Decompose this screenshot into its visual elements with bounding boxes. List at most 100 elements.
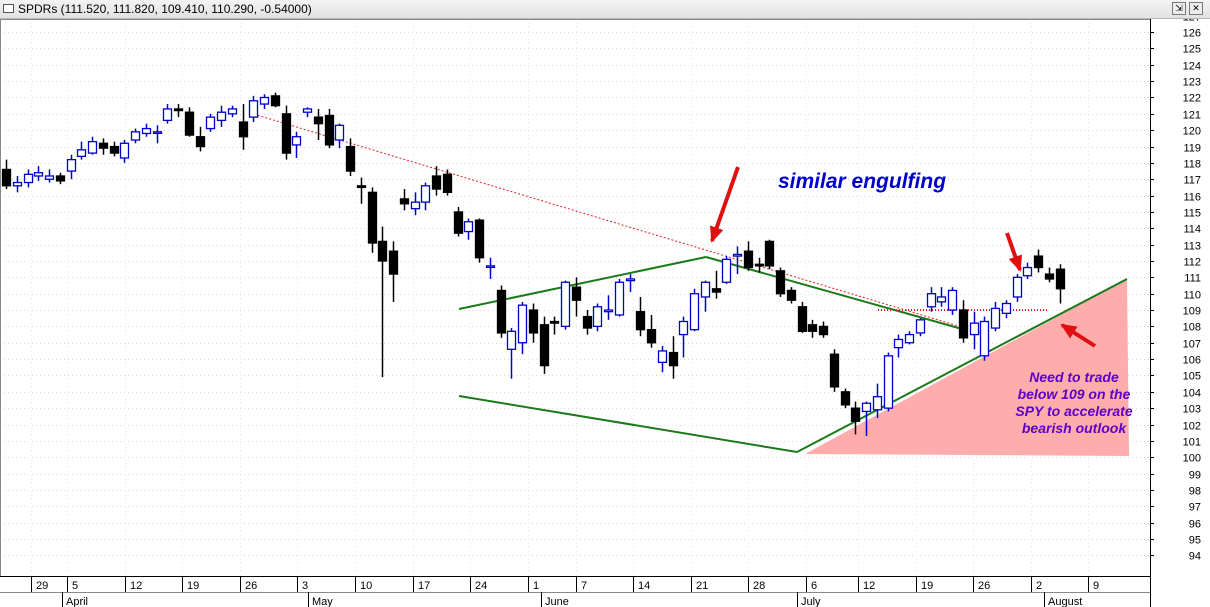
x-tick-label: 2 — [1036, 580, 1042, 592]
arrow-recent-candle-head — [1008, 254, 1022, 272]
bearish-zone-triangle — [805, 279, 1129, 456]
y-tick-label: 125 — [1183, 44, 1201, 56]
annotation-outlook-line-2: below 109 on the — [1018, 386, 1131, 402]
candle-body — [754, 263, 765, 267]
candle-body — [291, 136, 302, 146]
candle-body — [1022, 266, 1033, 277]
y-tick-label: 126 — [1183, 28, 1201, 40]
candle-body — [66, 158, 77, 172]
y-tick-label: 113 — [1183, 241, 1201, 253]
candle-body — [635, 311, 646, 331]
candle-body — [485, 265, 496, 269]
y-tick-label: 108 — [1183, 322, 1201, 334]
candle-body — [979, 320, 990, 357]
y-tick-label: 112 — [1183, 257, 1201, 269]
candle-body — [356, 185, 367, 189]
candle-body — [807, 324, 818, 332]
candle-body — [173, 108, 184, 112]
x-tick-label: 7 — [581, 580, 587, 592]
candle-body — [410, 201, 421, 210]
candle-body — [216, 111, 227, 122]
candle-body — [549, 320, 560, 324]
candle-body — [98, 142, 109, 149]
window-title: SPDRs (111.520, 111.820, 109.410, 110.29… — [18, 2, 312, 16]
x-tick-label: 26 — [245, 580, 257, 592]
y-tick-label: 101 — [1183, 437, 1201, 449]
candle-body — [1044, 273, 1055, 280]
candle-body — [571, 286, 582, 301]
candle-body — [528, 309, 539, 334]
x-tick-label: 24 — [475, 580, 487, 592]
candle-body — [646, 329, 657, 344]
month-label: April — [66, 596, 88, 607]
candle-body — [904, 333, 915, 344]
annotations: similar engulfing Need to trade below 10… — [778, 170, 1133, 436]
arrows — [710, 166, 1097, 348]
x-tick-label: 29 — [36, 580, 48, 592]
candle-body — [227, 108, 238, 115]
y-tick-label: 103 — [1183, 404, 1201, 416]
rising-support-line — [796, 278, 1128, 453]
month-label: May — [312, 596, 333, 607]
restore-button[interactable]: ⇲ — [1172, 2, 1186, 15]
y-tick-label: 111 — [1184, 273, 1201, 285]
candle-body — [12, 181, 23, 187]
candle-body — [33, 172, 44, 177]
candle-body — [238, 121, 249, 138]
y-tick-label: 104 — [1183, 388, 1201, 400]
y-tick-label: 118 — [1183, 159, 1201, 171]
annotation-similar-engulfing: similar engulfing — [778, 170, 946, 193]
candle-body — [582, 315, 593, 329]
candle-body — [453, 211, 464, 234]
candle-body — [958, 309, 969, 339]
candle-body — [797, 306, 808, 332]
y-tick-label: 102 — [1183, 421, 1201, 433]
y-tick-label: 99 — [1189, 470, 1201, 482]
candle-body — [334, 124, 345, 141]
candle-body — [313, 116, 324, 125]
y-tick-label: 109 — [1183, 306, 1201, 318]
y-tick-label: 121 — [1183, 110, 1201, 122]
x-tick-label: 17 — [418, 580, 430, 592]
candle-body — [399, 198, 410, 205]
candle-body — [76, 149, 87, 158]
candle-body — [775, 270, 786, 295]
close-button[interactable]: ✕ — [1189, 2, 1203, 15]
axes: 9495969798991001011021031041051061071081… — [0, 12, 1201, 607]
candle-body — [270, 95, 281, 107]
y-tick-label: 120 — [1183, 126, 1201, 138]
y-tick-label: 105 — [1183, 371, 1201, 383]
y-tick-label: 94 — [1189, 551, 1201, 563]
x-tick-label: 1 — [533, 580, 539, 592]
triangle-upper-line — [458, 256, 707, 310]
candle-body — [592, 306, 603, 328]
candle-body — [442, 173, 453, 193]
x-tick-label: 5 — [72, 580, 78, 592]
candle-body — [367, 191, 378, 244]
candle-body — [517, 304, 528, 344]
candle-body — [431, 175, 442, 190]
candle-body — [302, 108, 313, 113]
candle-body — [614, 281, 625, 316]
candle-body — [829, 353, 840, 388]
candle-body — [711, 288, 722, 293]
candle-body — [1055, 268, 1066, 290]
candle-body — [23, 173, 34, 184]
y-tick-label: 96 — [1189, 519, 1201, 531]
candle-body — [248, 100, 259, 118]
candle-body — [87, 140, 98, 154]
candle-body — [109, 145, 120, 154]
candle-body — [345, 145, 356, 172]
candle-body — [130, 131, 141, 141]
candle-body — [506, 330, 517, 350]
candle-body — [700, 281, 711, 298]
candle-body — [463, 221, 474, 233]
y-tick-label: 114 — [1183, 224, 1201, 236]
y-tick-label: 122 — [1183, 93, 1201, 105]
triangle-lower-line — [458, 395, 798, 453]
y-tick-label: 95 — [1189, 535, 1201, 547]
candle-body — [1033, 255, 1044, 269]
candle-body — [936, 296, 947, 303]
